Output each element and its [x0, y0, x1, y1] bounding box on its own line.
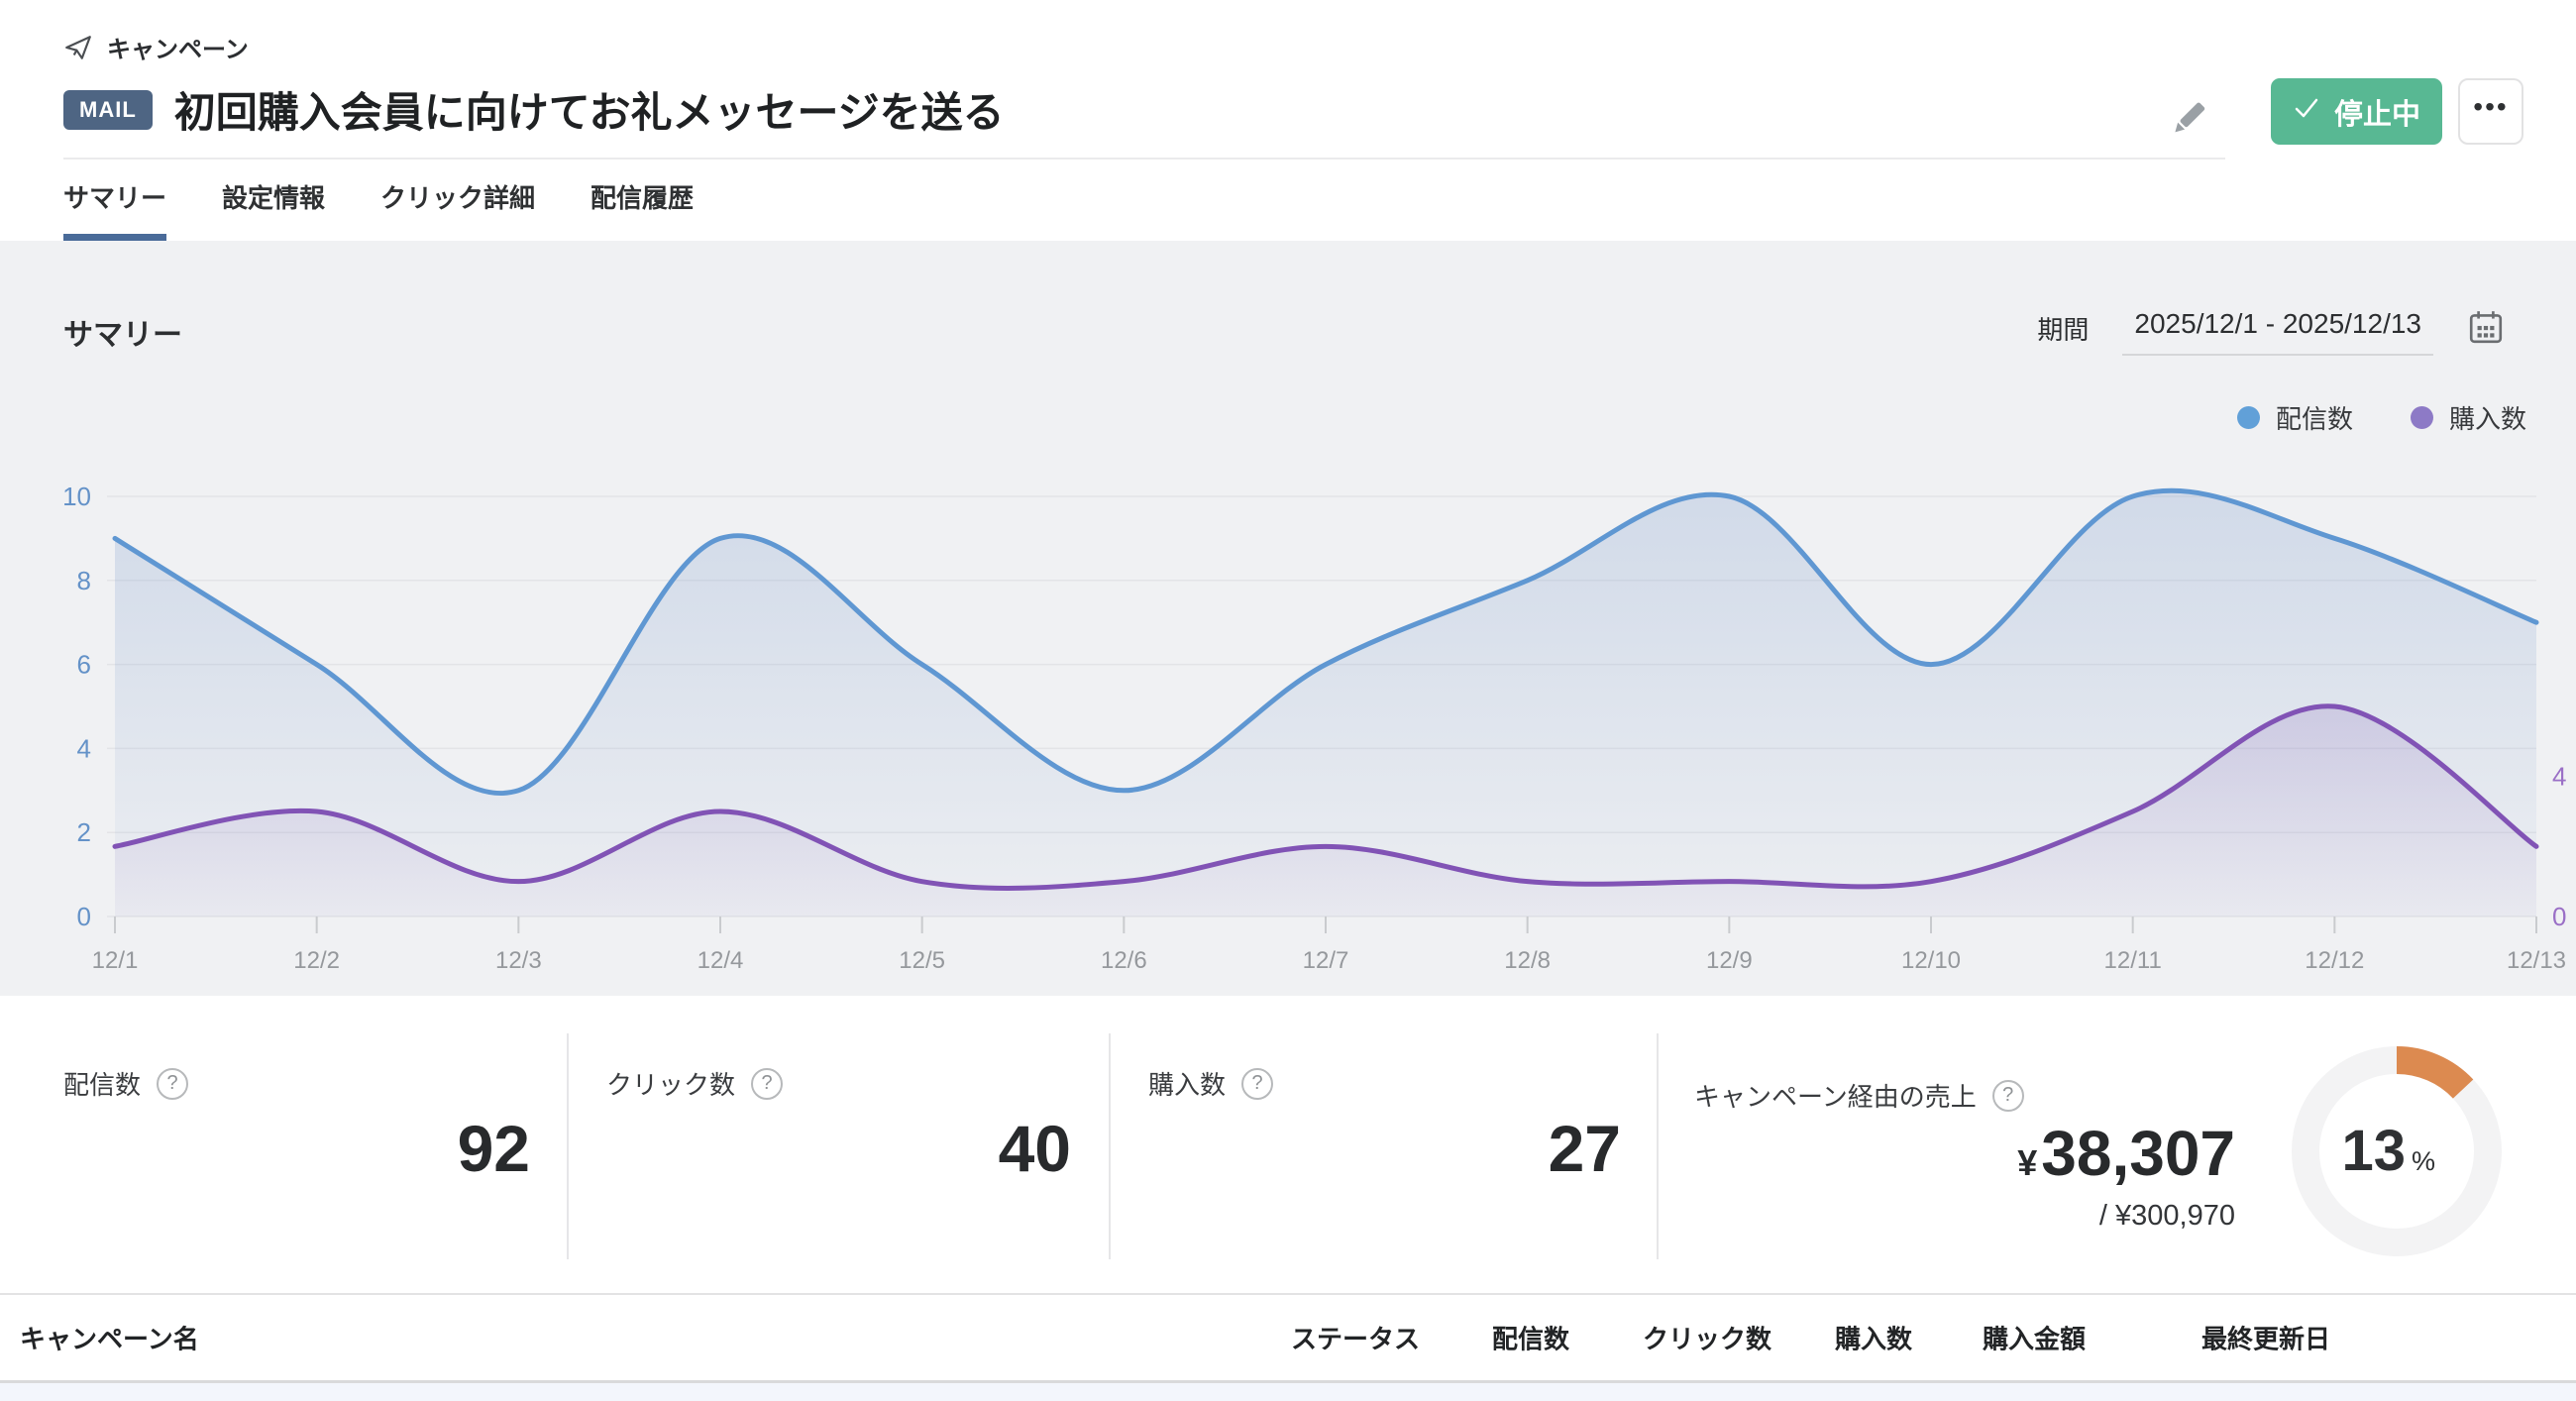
page-header: キャンペーン MAIL 初回購入会員に向けてお礼メッセージを送る 停止中 •••… — [0, 0, 2576, 241]
svg-text:0: 0 — [77, 902, 91, 931]
svg-text:12/8: 12/8 — [1504, 947, 1551, 974]
sales-amount: 38,307 — [2041, 1118, 2235, 1189]
svg-text:6: 6 — [77, 650, 91, 680]
table-row[interactable] — [0, 1380, 2576, 1401]
period-label: 期間 — [2037, 315, 2090, 345]
donut-arc — [2292, 1046, 2502, 1256]
column-deliveries: 配信数 — [1492, 1324, 1570, 1354]
svg-text:12/3: 12/3 — [495, 947, 542, 974]
stat-value-clicks: 40 — [998, 1112, 1071, 1185]
status-button-label: 停止中 — [2333, 98, 2420, 131]
column-status: ステータス — [1291, 1324, 1421, 1354]
period-picker: 期間 2025/12/1 - 2025/12/13 — [2037, 306, 2505, 356]
svg-text:2: 2 — [77, 817, 91, 847]
channel-badge: MAIL — [63, 89, 153, 130]
svg-text:12/10: 12/10 — [1901, 947, 1961, 974]
svg-text:10: 10 — [62, 482, 91, 511]
svg-text:12/9: 12/9 — [1706, 947, 1753, 974]
legend-item-purchases[interactable]: 購入数 — [2410, 399, 2526, 436]
chart-legend: 配信数 購入数 — [2236, 399, 2526, 436]
tab-summary[interactable]: サマリー — [63, 178, 167, 241]
pencil-icon — [2167, 102, 2210, 143]
more-actions-button[interactable]: ••• — [2458, 78, 2523, 145]
sales-denominator: / ¥300,970 — [2098, 1200, 2235, 1232]
donut-percent: 13 — [2341, 1119, 2406, 1183]
calendar-button[interactable] — [2467, 306, 2505, 349]
donut-percent-suffix: % — [2412, 1146, 2435, 1176]
stat-label-text: クリック数 — [606, 1070, 736, 1100]
check-icon — [2293, 94, 2320, 130]
column-last-updated: 最終更新日 — [2201, 1324, 2331, 1354]
stats-section: 配信数 ? クリック数 ? 購入数 ? キャンペーン経由の売上 ? 92 40 … — [0, 996, 2576, 1293]
breadcrumb[interactable]: キャンペーン — [63, 30, 249, 64]
period-value[interactable]: 2025/12/1 - 2025/12/13 — [2122, 306, 2433, 356]
page-title: 初回購入会員に向けてお礼メッセージを送る — [173, 89, 1005, 136]
svg-text:0: 0 — [2552, 902, 2566, 931]
ellipsis-icon: ••• — [2473, 90, 2509, 122]
legend-dot-purple — [2410, 406, 2433, 429]
paper-plane-icon — [63, 33, 93, 62]
stat-label-deliveries: 配信数 ? — [63, 1065, 189, 1102]
currency-symbol: ¥ — [2017, 1142, 2038, 1183]
svg-text:4: 4 — [77, 733, 91, 763]
tab-delivery-history[interactable]: 配信履歴 — [590, 183, 695, 213]
legend-dot-blue — [2236, 406, 2260, 429]
svg-text:12/4: 12/4 — [698, 947, 744, 974]
divider — [567, 1033, 569, 1259]
svg-text:12/5: 12/5 — [899, 947, 945, 974]
column-purchases: 購入数 — [1835, 1324, 1913, 1354]
stat-label-clicks: クリック数 ? — [606, 1065, 784, 1102]
svg-text:12/13: 12/13 — [2507, 947, 2566, 974]
stat-value-deliveries: 92 — [457, 1112, 530, 1185]
calendar-icon — [2467, 311, 2505, 349]
legend-item-deliveries[interactable]: 配信数 — [2236, 399, 2353, 436]
stat-label-text: 配信数 — [63, 1070, 142, 1100]
column-clicks: クリック数 — [1643, 1324, 1772, 1354]
breadcrumb-label: キャンペーン — [107, 37, 249, 63]
stat-label-text: 購入数 — [1148, 1070, 1227, 1100]
help-icon[interactable]: ? — [1991, 1079, 2024, 1112]
help-icon[interactable]: ? — [157, 1067, 189, 1100]
summary-section: サマリー 期間 2025/12/1 - 2025/12/13 配信数 — [0, 241, 2576, 996]
svg-text:4: 4 — [2552, 762, 2566, 792]
svg-text:8: 8 — [77, 566, 91, 595]
stat-label-purchases: 購入数 ? — [1148, 1065, 1274, 1102]
svg-text:12/1: 12/1 — [92, 947, 139, 974]
edit-title-button[interactable] — [2165, 95, 2212, 143]
legend-label-deliveries: 配信数 — [2275, 404, 2353, 434]
stat-value-purchases: 27 — [1548, 1112, 1621, 1185]
tab-bar: サマリー 設定情報 クリック詳細 配信履歴 — [63, 178, 694, 241]
help-icon[interactable]: ? — [1241, 1067, 1274, 1100]
column-purchase-amount: 購入金額 — [1983, 1324, 2087, 1354]
title-row: MAIL 初回購入会員に向けてお礼メッセージを送る — [63, 79, 2225, 160]
column-campaign-name: キャンペーン名 — [20, 1324, 199, 1354]
help-icon[interactable]: ? — [751, 1067, 784, 1100]
svg-text:12/11: 12/11 — [2104, 947, 2162, 974]
svg-text:12/6: 12/6 — [1101, 947, 1147, 974]
status-button[interactable]: 停止中 — [2271, 78, 2442, 145]
summary-heading: サマリー — [63, 319, 182, 352]
svg-text:12/7: 12/7 — [1303, 947, 1349, 974]
stat-label-text: キャンペーン経由の売上 — [1694, 1082, 1977, 1112]
stat-value-sales: ¥ 38,307 — [2017, 1117, 2235, 1190]
chart-areas — [112, 487, 2539, 916]
tab-settings[interactable]: 設定情報 — [222, 183, 326, 213]
legend-label-purchases: 購入数 — [2448, 404, 2526, 434]
sales-rate-donut: 13 % — [2283, 1037, 2511, 1265]
svg-text:12/2: 12/2 — [293, 947, 340, 974]
campaign-table-header: キャンペーン名 ステータス 配信数 クリック数 購入数 購入金額 最終更新日 — [0, 1293, 2576, 1380]
divider — [1657, 1033, 1659, 1259]
tab-click-details[interactable]: クリック詳細 — [380, 183, 536, 213]
divider — [1109, 1033, 1111, 1259]
stat-label-sales: キャンペーン経由の売上 ? — [1694, 1077, 2024, 1114]
svg-text:12/12: 12/12 — [2305, 947, 2364, 974]
